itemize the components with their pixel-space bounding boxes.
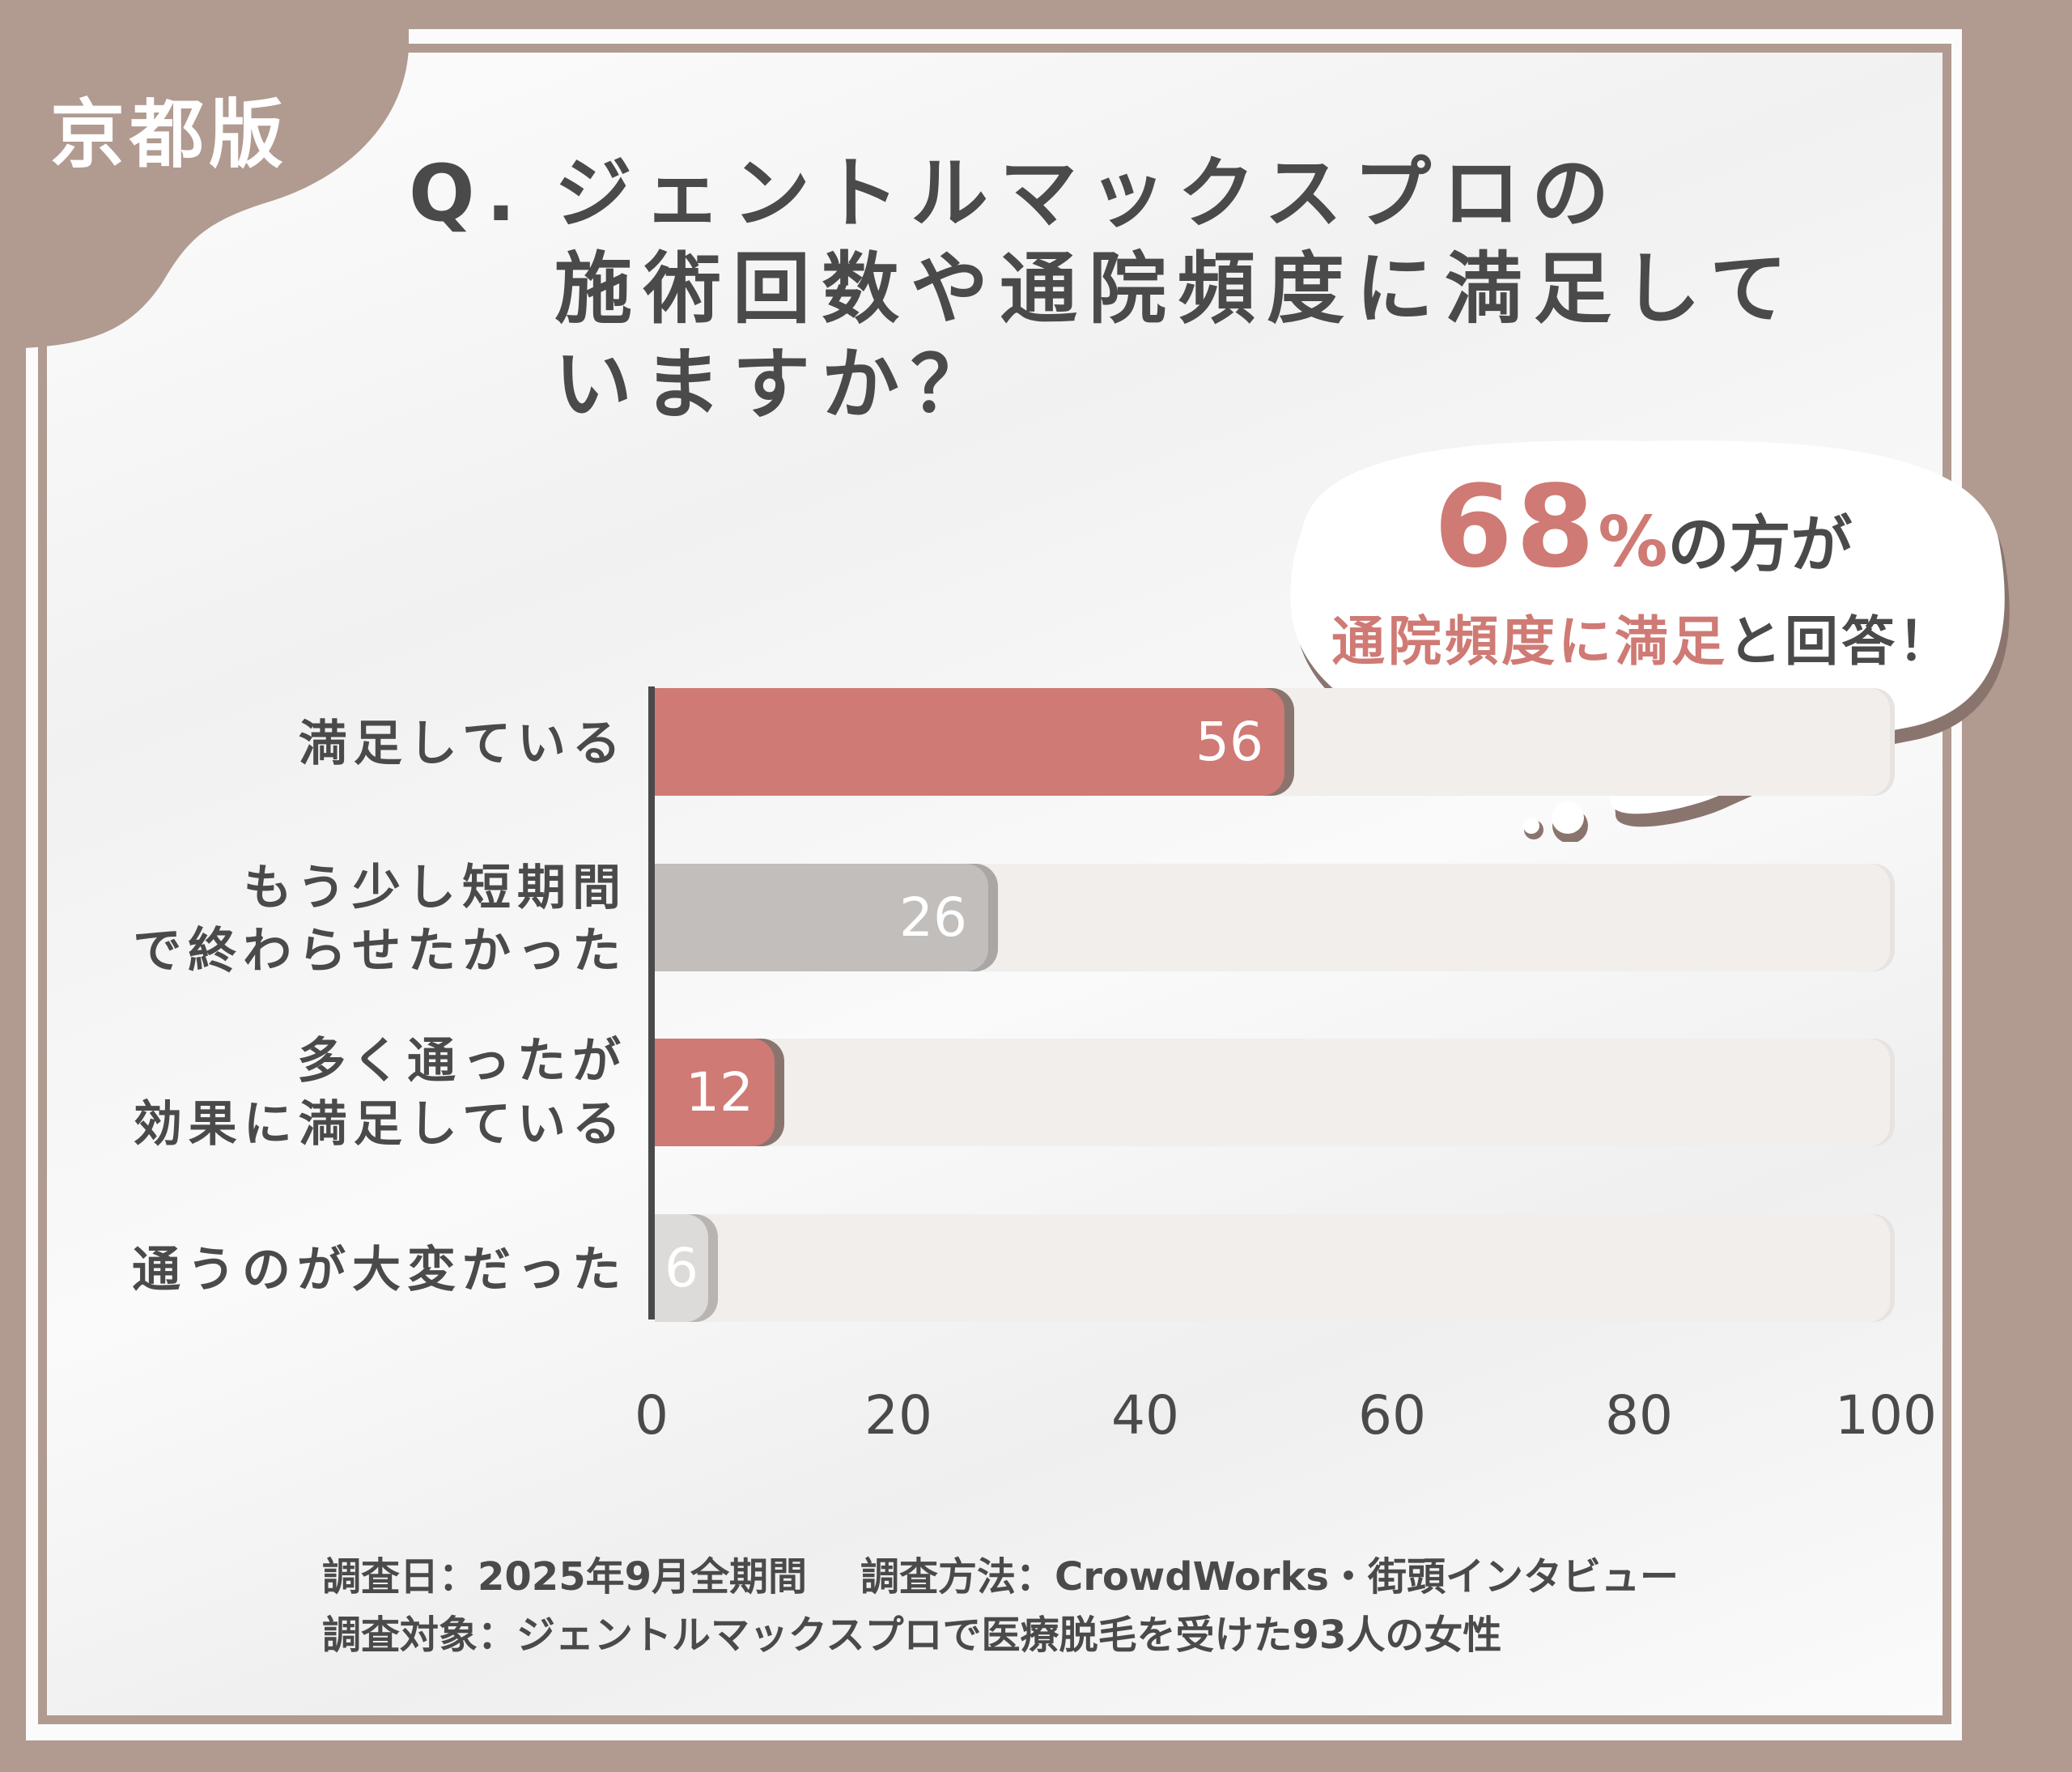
bar-track: [655, 1214, 1890, 1322]
x-tick-100: 100: [1835, 1384, 1937, 1447]
callout-percent-sign: %: [1598, 502, 1668, 583]
bar-row-1: 56: [655, 688, 1893, 796]
region-badge: 京都版: [50, 91, 289, 178]
category-label-1: 満足している: [298, 716, 627, 772]
x-tick-80: 80: [1605, 1384, 1673, 1447]
corner-badge-shape: [0, 0, 409, 350]
survey-method: 調査方法：CrowdWorks・街頭インタビュー: [860, 1554, 1679, 1600]
bar-shorter-period[interactable]: 26: [655, 864, 988, 971]
x-tick-20: 20: [864, 1384, 932, 1447]
question-line-3: いますか？: [554, 339, 1000, 430]
callout-highlight: 通院頻度に満足: [1331, 610, 1728, 673]
survey-date: 調査日：2025年9月全期間: [322, 1554, 807, 1600]
x-tick-0: 0: [635, 1384, 669, 1447]
x-tick-60: 60: [1358, 1384, 1426, 1447]
bar-many-visits-satisfied[interactable]: 12: [655, 1039, 775, 1146]
question-line-2: 施術回数や通院頻度に満足して: [554, 244, 1799, 334]
survey-target: 調査対象：ジェントルマックスプロで医療脱毛を受けた93人の女性: [322, 1613, 1502, 1658]
x-tick-40: 40: [1111, 1384, 1179, 1447]
bar-hard-to-visit[interactable]: 6: [655, 1214, 708, 1322]
bar-track: [655, 1039, 1890, 1146]
bar-row-3: 12: [655, 1039, 1893, 1146]
survey-footer: 調査日：2025年9月全期間 調査方法：CrowdWorks・街頭インタビュー 調…: [322, 1548, 1679, 1664]
bar-row-2: 26: [655, 864, 1893, 971]
question-prefix: Q.: [409, 148, 528, 239]
callout-percent: 68: [1433, 461, 1599, 593]
category-label-3: 多く通ったが 効果に満足している: [133, 1033, 627, 1153]
category-label-2: もう少し短期間 で終わらせたかった: [133, 860, 627, 979]
question-title: Q. ジェントルマックスプロの 施術回数や通院頻度に満足して いますか？: [409, 146, 1798, 432]
question-line-1: ジェントルマックスプロの: [554, 148, 1621, 239]
inner-frame-line: [38, 44, 1951, 1724]
callout-text: 68%の方が 通院頻度に満足と回答！: [1295, 461, 1991, 676]
category-label-4: 通うのが大変だった: [132, 1242, 627, 1298]
callout-line2-suffix: と回答！: [1728, 610, 1955, 673]
y-axis-line: [648, 686, 655, 1319]
callout-line1-suffix: の方が: [1667, 508, 1853, 580]
bar-row-4: 6: [655, 1214, 1893, 1322]
bar-satisfied[interactable]: 56: [655, 688, 1284, 796]
